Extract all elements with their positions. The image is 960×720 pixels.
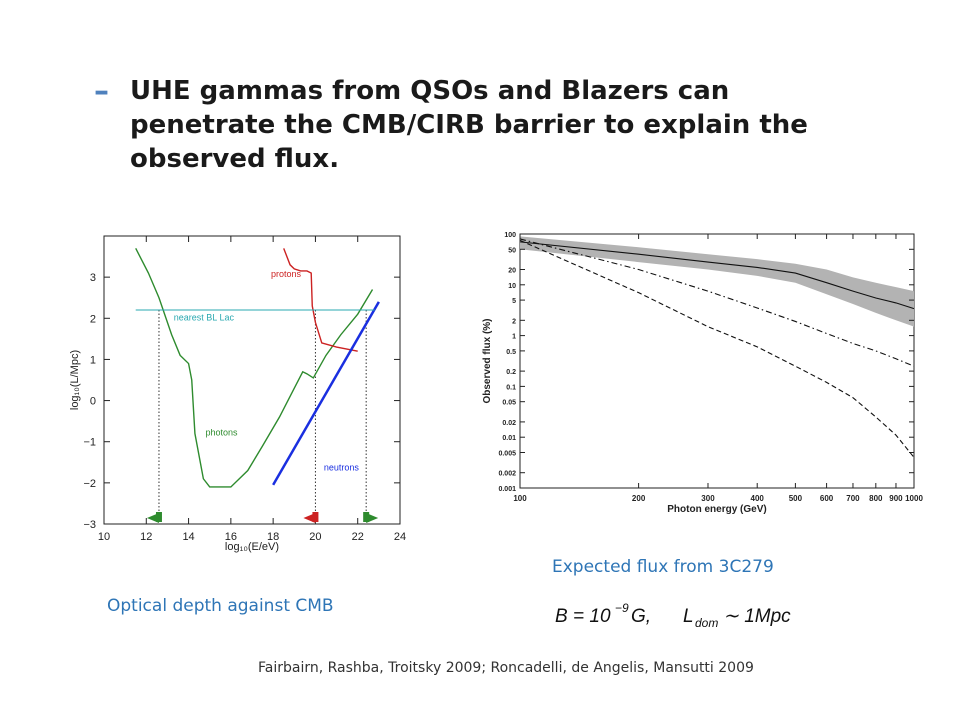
y-tick-label: 0 bbox=[90, 396, 96, 408]
x-tick-label: 24 bbox=[394, 531, 406, 543]
y-tick-label: 0.01 bbox=[502, 435, 516, 442]
x-axis-label: Photon energy (GeV) bbox=[667, 504, 766, 515]
bullet-line-3: observed flux. bbox=[130, 144, 340, 174]
series-neutrons bbox=[272, 301, 380, 486]
formula: B = 10 −9 G, L dom ∼ 1Mpc bbox=[555, 598, 825, 637]
y-tick-label: 50 bbox=[508, 247, 516, 254]
x-tick-label: 10 bbox=[98, 531, 110, 543]
caption-optical-depth: Optical depth against CMB bbox=[107, 596, 334, 616]
series-dashdot bbox=[519, 238, 915, 367]
x-tick-label: 14 bbox=[182, 531, 194, 543]
svg-text:G,: G, bbox=[631, 606, 651, 627]
y-tick-label: 0.5 bbox=[506, 349, 516, 356]
threshold-arrow bbox=[303, 513, 316, 523]
svg-text:B: B bbox=[555, 606, 568, 627]
y-tick-label: 20 bbox=[508, 268, 516, 275]
x-axis-label: log₁₀(E/eV) bbox=[225, 541, 279, 553]
uncertainty-band bbox=[520, 236, 914, 327]
bullet-line-1: UHE gammas from QSOs and Blazers can bbox=[130, 76, 730, 106]
svg-text:L: L bbox=[683, 606, 694, 627]
x-tick-label: 100 bbox=[513, 494, 527, 503]
x-tick-label: 700 bbox=[846, 494, 860, 503]
annotation-photons: photons bbox=[205, 428, 238, 438]
annotation-protons: protons bbox=[271, 269, 302, 279]
y-axis-label: Observed flux (%) bbox=[482, 318, 493, 403]
x-tick-label: 18 bbox=[267, 531, 279, 543]
y-axis-label: log₁₀(L/Mpc) bbox=[69, 350, 81, 410]
y-tick-label: 0.2 bbox=[506, 369, 516, 376]
threshold-arrow bbox=[366, 513, 379, 523]
svg-text:dom: dom bbox=[695, 616, 718, 630]
annotation-nearest-bl-lac: nearest BL Lac bbox=[174, 312, 235, 322]
svg-text:−9: −9 bbox=[615, 601, 629, 615]
y-tick-label: −2 bbox=[83, 478, 96, 490]
y-tick-label: 0.1 bbox=[506, 384, 516, 391]
x-tick-label: 600 bbox=[820, 494, 834, 503]
x-tick-label: 12 bbox=[140, 531, 152, 543]
caption-expected-flux: Expected flux from 3C279 bbox=[552, 557, 774, 577]
bullet-line-2: penetrate the CMB/CIRB barrier to explai… bbox=[130, 110, 808, 140]
x-tick-label: 20 bbox=[309, 531, 321, 543]
y-tick-label: 0.05 bbox=[502, 400, 516, 407]
x-tick-label: 22 bbox=[352, 531, 364, 543]
svg-text:∼ 1Mpc: ∼ 1Mpc bbox=[723, 606, 791, 627]
series-photons bbox=[135, 248, 374, 488]
y-tick-label: −1 bbox=[83, 437, 96, 449]
annotation-neutrons: neutrons bbox=[324, 463, 360, 473]
x-tick-label: 16 bbox=[225, 531, 237, 543]
observed-flux-chart: 100 200 300 400 500 600 700 800 900 1000 0.001 0.00… bbox=[482, 232, 923, 515]
plot-frame bbox=[519, 233, 915, 489]
bullet-text: UHE gammas from QSOs and Blazers can pen… bbox=[130, 74, 870, 176]
y-tick-label: 2 bbox=[90, 313, 96, 325]
x-tick-label: 400 bbox=[751, 494, 765, 503]
optical-depth-chart: 10 12 14 16 18 20 22 24−3−2−10123log₁₀(E/eV)log… bbox=[69, 235, 406, 553]
series-protons bbox=[283, 248, 358, 352]
y-tick-label: 3 bbox=[90, 272, 96, 284]
y-tick-label: 10 bbox=[508, 283, 516, 290]
x-tick-label: 900 bbox=[889, 494, 903, 503]
y-tick-label: 5 bbox=[512, 298, 516, 305]
threshold-marker bbox=[312, 512, 319, 522]
x-tick-label: 300 bbox=[701, 494, 715, 503]
y-tick-label: 1 bbox=[90, 354, 96, 366]
references: Fairbairn, Rashba, Troitsky 2009; Roncad… bbox=[258, 660, 754, 676]
y-tick-label: −3 bbox=[83, 519, 96, 531]
y-tick-label: 100 bbox=[504, 232, 516, 239]
x-tick-label: 800 bbox=[869, 494, 883, 503]
x-tick-label: 500 bbox=[789, 494, 803, 503]
threshold-arrow bbox=[146, 513, 159, 523]
x-tick-label: 200 bbox=[632, 494, 646, 503]
y-tick-label: 0.001 bbox=[498, 486, 516, 493]
formula-graphic: B = 10 −9 G, L dom ∼ 1Mpc bbox=[555, 601, 791, 630]
y-tick-label: 0.002 bbox=[498, 471, 516, 478]
y-tick-label: 1 bbox=[512, 334, 516, 341]
threshold-marker bbox=[155, 512, 162, 522]
bullet-dash: – bbox=[94, 74, 109, 109]
y-tick-label: 0.005 bbox=[498, 450, 516, 457]
y-tick-label: 0.02 bbox=[502, 420, 516, 427]
plot-frame bbox=[103, 235, 401, 525]
x-tick-label: 1000 bbox=[905, 494, 923, 503]
y-tick-label: 2 bbox=[512, 318, 516, 325]
series-solid bbox=[519, 241, 915, 310]
series-dashed bbox=[519, 239, 915, 458]
svg-text:= 10: = 10 bbox=[573, 606, 611, 627]
